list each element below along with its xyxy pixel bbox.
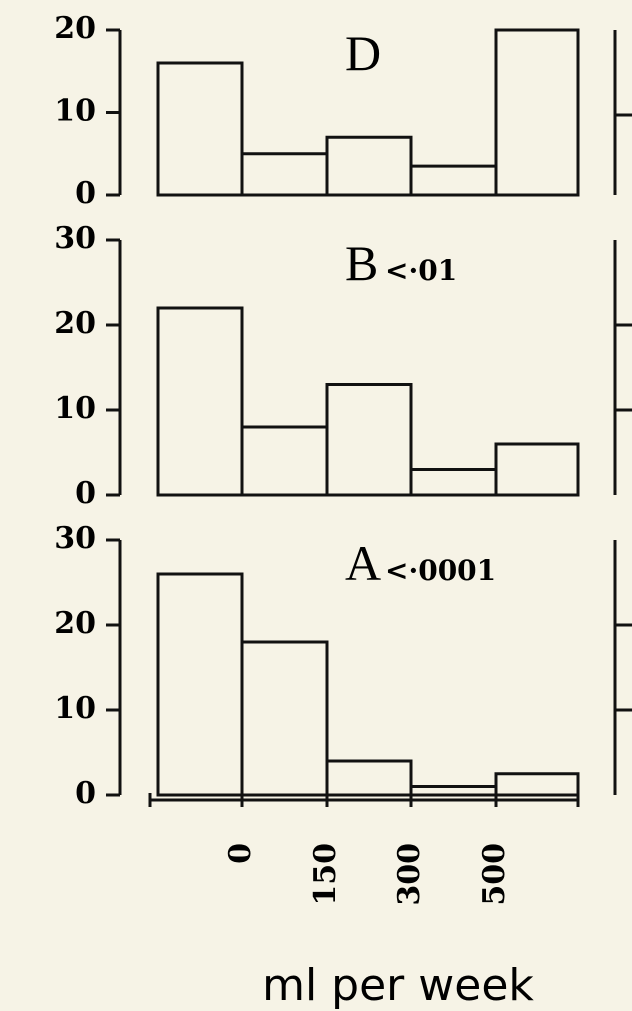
y-tick-label: 20: [54, 11, 96, 46]
x-axis-label: ml per week: [262, 960, 534, 1011]
bar: [240, 640, 329, 797]
y-tick-label: 10: [54, 391, 96, 426]
x-tick-label: 300: [392, 843, 427, 906]
bar: [494, 442, 580, 497]
bar: [409, 468, 498, 497]
panel-title: B: [345, 235, 378, 291]
y-tick-label: 20: [54, 606, 96, 641]
partial-panels: [613, 30, 632, 795]
x-tick-label: 150: [308, 843, 343, 906]
bar: [240, 425, 329, 497]
y-tick-label: 0: [75, 476, 96, 511]
annotation: <·01: [385, 254, 457, 287]
panel-title: D: [345, 25, 381, 81]
y-tick-label: 20: [54, 306, 96, 341]
bar: [325, 383, 413, 497]
bar: [156, 61, 244, 197]
x-tick-label: 500: [477, 843, 512, 906]
bar: [240, 152, 329, 197]
y-tick-label: 30: [54, 221, 96, 256]
annotation: <·0001: [385, 554, 496, 587]
bar: [156, 572, 244, 797]
bar: [494, 772, 580, 797]
y-tick-label: 10: [54, 691, 96, 726]
y-tick-label: 0: [75, 776, 96, 811]
bar: [409, 785, 498, 797]
y-tick-label: 10: [54, 94, 96, 129]
bar: [156, 306, 244, 497]
panel-title: A: [345, 535, 381, 591]
x-tick-label: 0: [223, 843, 258, 864]
bar: [409, 164, 498, 197]
bar: [325, 135, 413, 197]
y-tick-label: 0: [75, 176, 96, 211]
bar: [494, 28, 580, 197]
y-tick-label: 30: [54, 521, 96, 556]
bar: [325, 759, 413, 797]
